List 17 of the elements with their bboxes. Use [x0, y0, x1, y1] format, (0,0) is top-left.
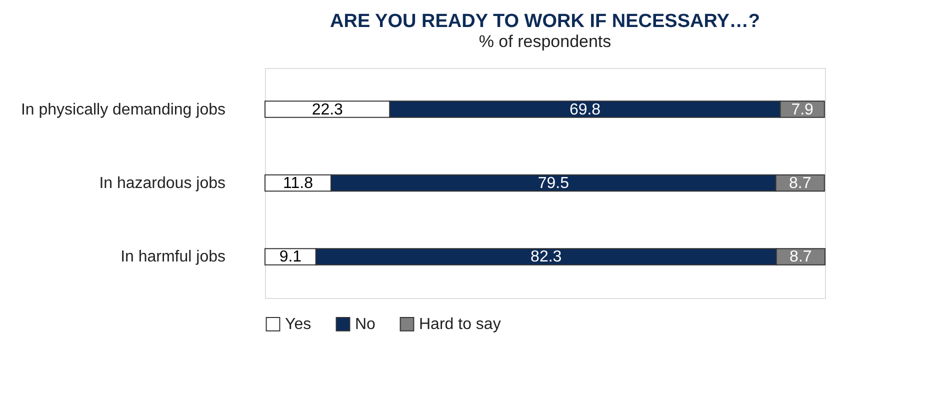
- chart-subtitle: % of respondents: [478, 32, 612, 51]
- legend-label: Yes: [285, 316, 312, 334]
- y-tick-label: In hazardous jobs: [99, 175, 226, 192]
- data-label: 82.3: [530, 248, 562, 266]
- chart-title: ARE YOU READY TO WORK IF NECESSARY…?: [330, 11, 760, 32]
- data-label: 7.9: [791, 101, 814, 118]
- legend-label: No: [355, 316, 376, 334]
- y-tick-label: In physically demanding jobs: [20, 101, 226, 118]
- data-label: 8.7: [790, 248, 812, 266]
- y-tick-label: In harmful jobs: [120, 248, 226, 266]
- data-label: 69.8: [569, 101, 601, 118]
- legend-label: Hard to say: [419, 316, 501, 334]
- data-label: 9.1: [279, 248, 302, 266]
- data-label: 11.8: [283, 175, 314, 192]
- data-label: 8.7: [788, 175, 812, 192]
- data-label: 22.3: [312, 101, 344, 118]
- data-label: 79.5: [538, 175, 570, 192]
